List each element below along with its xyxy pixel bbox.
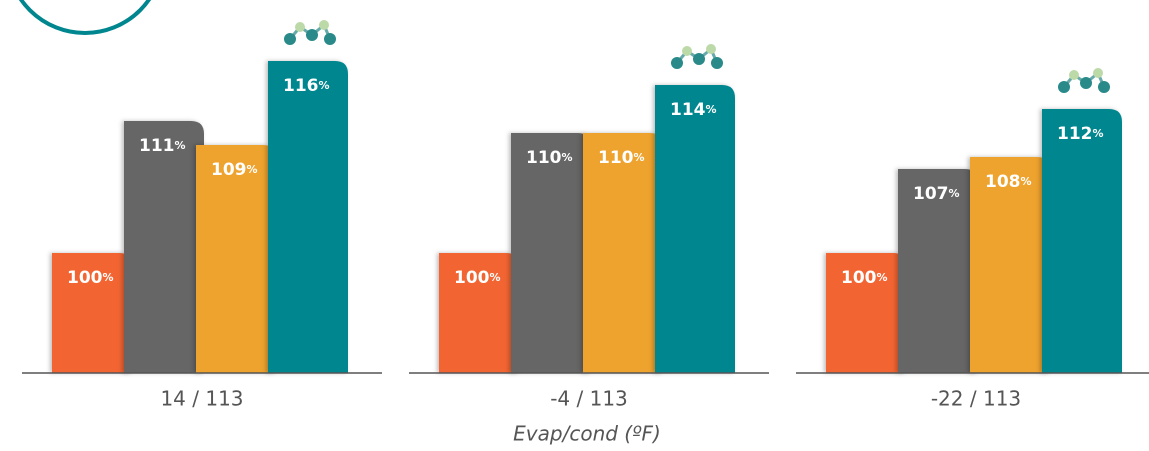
x-tick-label: -22 / 113 bbox=[931, 387, 1021, 411]
value-label: 110% bbox=[598, 148, 645, 168]
value-label: 108% bbox=[985, 172, 1032, 192]
bar bbox=[655, 85, 735, 373]
atom bbox=[682, 46, 692, 56]
atom bbox=[706, 44, 716, 54]
value-label: 112% bbox=[1057, 124, 1104, 144]
atom bbox=[324, 33, 336, 45]
value-label: 100% bbox=[454, 268, 501, 288]
value-label: 107% bbox=[913, 184, 960, 204]
atom bbox=[671, 57, 683, 69]
bar bbox=[970, 157, 1050, 373]
atom bbox=[284, 33, 296, 45]
bar bbox=[511, 133, 591, 373]
bar bbox=[898, 169, 978, 373]
x-axis-title: Evap/cond (ºF) bbox=[513, 422, 661, 446]
atom bbox=[295, 22, 305, 32]
bar bbox=[826, 253, 906, 373]
atom bbox=[1093, 68, 1103, 78]
bar bbox=[583, 133, 663, 373]
molecule-icon bbox=[284, 20, 336, 45]
value-label: 110% bbox=[526, 148, 573, 168]
x-tick-label: -4 / 113 bbox=[550, 387, 628, 411]
bar bbox=[52, 253, 132, 373]
bar bbox=[1042, 109, 1122, 373]
badge bbox=[18, 0, 152, 35]
value-label: 100% bbox=[67, 268, 114, 288]
x-tick-label: 14 / 113 bbox=[160, 387, 243, 411]
bar bbox=[124, 121, 204, 373]
value-label: 109% bbox=[211, 160, 258, 180]
bar bbox=[268, 61, 348, 373]
atom bbox=[319, 20, 329, 30]
value-label: 114% bbox=[670, 100, 717, 120]
bar bbox=[439, 253, 519, 373]
atom bbox=[711, 57, 723, 69]
atom bbox=[1069, 70, 1079, 80]
atom bbox=[1058, 81, 1070, 93]
atom bbox=[693, 53, 705, 65]
value-label: 111% bbox=[139, 136, 186, 156]
atom bbox=[306, 29, 318, 41]
value-label: 100% bbox=[841, 268, 888, 288]
atom bbox=[1080, 77, 1092, 89]
molecule-icon bbox=[1058, 68, 1110, 93]
bar bbox=[196, 145, 276, 373]
molecule-icon bbox=[671, 44, 723, 69]
value-label: 116% bbox=[283, 76, 330, 96]
atom bbox=[1098, 81, 1110, 93]
